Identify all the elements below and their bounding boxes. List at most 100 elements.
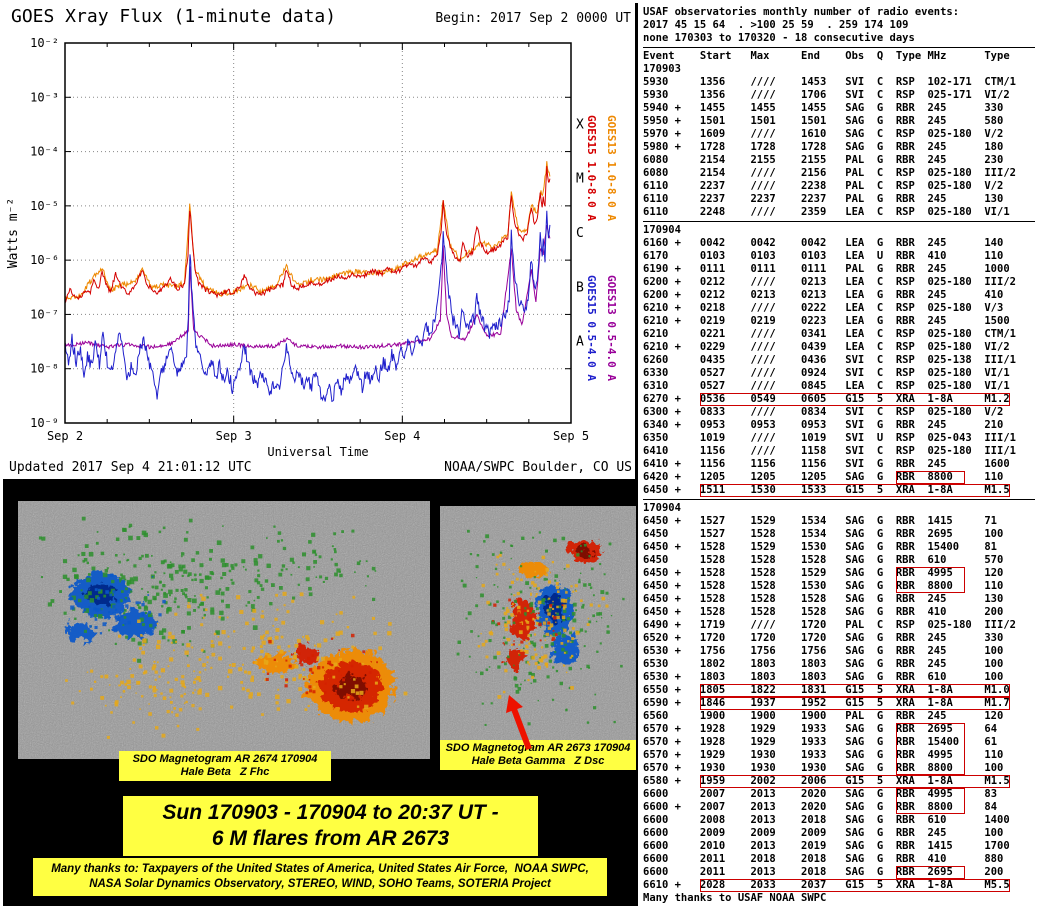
usaf-event-row: 6450 + 1528 1528 1528 SAG G RBR 245 130	[643, 593, 1004, 605]
usaf-event-row: 6200 + 0212 //// 0213 LEA C RSP 025-180 …	[643, 276, 1016, 288]
svg-text:Sep 5: Sep 5	[553, 429, 589, 443]
credits-line: Many thanks to: Taxpayers of the United …	[51, 863, 589, 875]
usaf-event-row: 6530 + 1803 1803 1803 SAG G RBR 610 100	[643, 671, 1004, 683]
y-axis-title: Watts m⁻²	[6, 198, 21, 268]
svg-text:Sep 2: Sep 2	[47, 429, 83, 443]
arrow-annotation	[506, 695, 532, 751]
radio-burst-highlight-box: RBR 8800	[895, 762, 966, 775]
radio-burst-highlight-box: RBR 2695	[895, 866, 966, 879]
credits-line: NASA Solar Dynamics Observatory, STEREO,…	[89, 878, 551, 890]
usaf-event-row: 6210 + 0229 //// 0439 LEA C RSP 025-180 …	[643, 341, 1010, 353]
usaf-event-row: 6600 2011 2013 2018 SAG G RBR 2695 200	[643, 866, 1004, 879]
flare-highlight-box: 1846 1937 1952 G15 5 XRA 1-8A M1.7	[699, 697, 1010, 710]
magnetogram-grain	[440, 506, 636, 748]
usaf-event-row: 6160 + 0042 0042 0042 LEA G RBR 245 140	[643, 237, 1004, 249]
svg-text:10⁻⁶: 10⁻⁶	[30, 253, 59, 267]
legend-label: GOES15 1.0-8.0 A	[585, 115, 598, 221]
usaf-event-row: 6450 + 1511 1530 1533 G15 5 XRA 1-8A M1.…	[643, 484, 1010, 497]
usaf-event-row: 6340 + 0953 0953 0953 SVI G RBR 245 210	[643, 419, 1004, 431]
usaf-event-row: 6210 0221 //// 0341 LEA C RSP 025-180 CT…	[643, 328, 1016, 340]
usaf-column-header: Event Start Max End Obs Q Type MHz Type	[643, 50, 1010, 62]
usaf-event-row: 6600 2011 2018 2018 SAG G RBR 410 880	[643, 853, 1004, 865]
caption-line: SDO Magnetogram AR 2674 170904	[132, 753, 318, 765]
svg-text:10⁻³: 10⁻³	[30, 90, 59, 104]
usaf-event-row: 5930 1356 //// 1706 SVI C RSP 025-171 VI…	[643, 89, 1010, 101]
usaf-event-row: 6080 2154 //// 2156 PAL C RSP 025-180 II…	[643, 167, 1016, 179]
headline-banner: Sun 170903 - 170904 to 20:37 UT - 6 M fl…	[123, 796, 538, 856]
usaf-event-row: 6600 2010 2013 2019 SAG G RBR 1415 1700	[643, 840, 1010, 852]
chart-begin-label: Begin: 2017 Sep 2 0000 UT	[435, 11, 631, 26]
credits-banner: Many thanks to: Taxpayers of the United …	[33, 858, 607, 896]
usaf-event-row: 6530 + 1756 1756 1756 SAG G RBR 245 100	[643, 645, 1004, 657]
usaf-event-row: 6410 1156 //// 1158 SVI C RSP 025-180 II…	[643, 445, 1016, 457]
usaf-event-row: 6550 + 1805 1822 1831 G15 5 XRA 1-8A M1.…	[643, 684, 1010, 697]
radio-burst-highlight-box: RBR 8800	[895, 580, 966, 593]
svg-text:Sep 4: Sep 4	[384, 429, 420, 443]
flare-highlight-box: 1959 2002 2006 G15 5 XRA 1-8A M1.5	[699, 775, 1010, 788]
radio-burst-highlight-box: RBR 4995	[895, 567, 966, 580]
flare-highlight-box: 1511 1530 1533 G15 5 XRA 1-8A M1.5	[699, 484, 1010, 497]
usaf-date-label: 170904	[643, 224, 681, 236]
usaf-event-row: 6450 + 1528 1529 1530 SAG G RBR 15400 81	[643, 541, 998, 553]
usaf-event-row: 6310 0527 //// 0845 LEA C RSP 025-180 VI…	[643, 380, 1010, 392]
usaf-event-row: 6110 2237 2237 2237 PAL G RBR 245 130	[643, 193, 1004, 205]
radio-burst-highlight-box: RBR 4995	[895, 788, 966, 801]
caption-line: Hale Beta Z Fhc	[180, 766, 270, 778]
usaf-event-row: 6570 + 1928 1929 1933 SAG G RBR 15400 61	[643, 736, 998, 749]
usaf-event-row: 6610 + 2028 2033 2037 G15 5 XRA 1-8A M5.…	[643, 879, 1010, 892]
radio-burst-highlight-box: RBR 4995	[895, 749, 966, 762]
flare-class-letter: B	[576, 280, 584, 295]
chart-title: GOES Xray Flux (1-minute data)	[11, 6, 337, 27]
usaf-header-line: USAF observatories monthly number of rad…	[643, 6, 960, 18]
flare-class-letter: A	[576, 335, 584, 350]
flare-class-letter: X	[576, 117, 584, 132]
usaf-event-row: 5950 + 1501 1501 1501 SAG G RBR 245 580	[643, 115, 1004, 127]
series-goes15-long	[64, 165, 551, 304]
series-lines	[64, 161, 551, 403]
separator	[643, 499, 1035, 500]
goes-chart-panel: 10⁻² 10⁻³ 10⁻⁴ 10⁻⁵ 10⁻⁶ 10⁻⁷ 10⁻⁸ 10⁻⁹ Sep 2 Sep…	[3, 3, 635, 479]
series-goes15-short	[64, 210, 551, 403]
radio-burst-highlight-box: RBR 15400	[895, 736, 966, 749]
usaf-event-row: 6420 + 1205 1205 1205 SAG G RBR 8800 110	[643, 471, 1004, 484]
usaf-event-row: 6110 2237 //// 2238 PAL C RSP 025-180 V/…	[643, 180, 1004, 192]
usaf-event-row: 6520 + 1720 1720 1720 SAG G RBR 245 330	[643, 632, 1004, 644]
svg-text:10⁻⁹: 10⁻⁹	[30, 416, 59, 430]
legend-label: GOES13 1.0-8.0 A	[605, 115, 618, 221]
usaf-event-row: 6200 + 0212 0213 0213 LEA G RBR 245 410	[643, 289, 1004, 301]
x-axis-title: Universal Time	[267, 445, 368, 459]
usaf-event-row: 6270 + 0536 0549 0605 G15 5 XRA 1-8A M1.…	[643, 393, 1010, 406]
usaf-event-table: Event Start Max End Obs Q Type MHz Type 1…	[643, 47, 1035, 905]
radio-burst-highlight-box: RBR 2695	[895, 723, 966, 736]
usaf-event-row: 6080 2154 2155 2155 PAL G RBR 245 230	[643, 154, 1004, 166]
axes-ticks	[64, 42, 572, 424]
usaf-event-row: 5940 + 1455 1455 1455 SAG G RBR 245 330	[643, 102, 1004, 114]
usaf-event-row: 6570 + 1928 1929 1933 SAG G RBR 2695 64	[643, 723, 998, 736]
usaf-event-row: 6600 2008 2013 2018 SAG G RBR 610 1400	[643, 814, 1010, 826]
radio-burst-highlight-box: RBR 8800	[895, 471, 966, 484]
flare-highlight-box: 1805 1822 1831 G15 5 XRA 1-8A M1.0	[699, 684, 1010, 697]
usaf-events-panel: USAF observatories monthly number of rad…	[638, 3, 1040, 906]
headline-line: Sun 170903 - 170904 to 20:37 UT -	[162, 801, 499, 824]
usaf-event-row: 6450 1528 1528 1528 SAG G RBR 610 570	[643, 554, 1004, 566]
usaf-event-row: 6450 + 1527 1529 1534 SAG G RBR 1415 71	[643, 515, 998, 527]
usaf-event-row: 6570 + 1929 1930 1933 SAG G RBR 4995 110	[643, 749, 1004, 762]
usaf-header-line: none 170303 to 170320 - 18 consecutive d…	[643, 32, 915, 44]
svg-text:10⁻⁴: 10⁻⁴	[30, 145, 59, 159]
chart-source-label: NOAA/SWPC Boulder, CO US	[444, 460, 632, 475]
usaf-event-row: 6600 + 2007 2013 2020 SAG G RBR 8800 84	[643, 801, 998, 814]
legend-label: GOES13 0.5-4.0 A	[605, 275, 618, 381]
usaf-event-row: 6570 + 1930 1930 1930 SAG G RBR 8800 100	[643, 762, 1004, 775]
gridlines	[65, 43, 571, 423]
legend-label: GOES15 0.5-4.0 A	[585, 275, 598, 381]
usaf-date-label: 170904	[643, 502, 681, 514]
svg-text:10⁻⁷: 10⁻⁷	[30, 307, 59, 321]
sdo-magnetogram-ar2674	[18, 501, 430, 759]
usaf-event-row: 6560 1900 1900 1900 PAL G RBR 245 120	[643, 710, 1004, 722]
usaf-event-row: 6190 + 0111 0111 0111 PAL G RBR 245 1000	[643, 263, 1010, 275]
usaf-footer: Many thanks to USAF NOAA SWPC	[643, 892, 827, 904]
usaf-event-row: 6260 0435 //// 0436 SVI C RSP 025-138 II…	[643, 354, 1016, 366]
plot-border	[64, 42, 572, 424]
svg-text:10⁻²: 10⁻²	[30, 36, 59, 50]
